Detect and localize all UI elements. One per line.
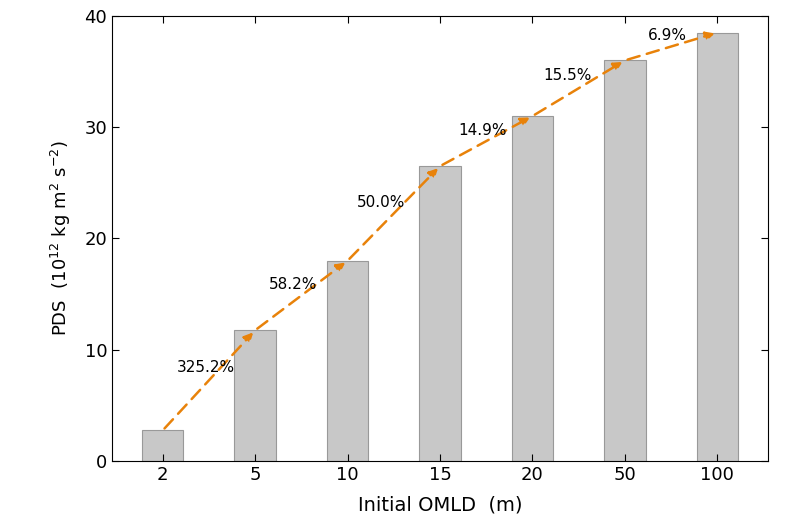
Bar: [604, 60, 646, 461]
Bar: [512, 116, 554, 461]
Bar: [697, 32, 738, 461]
Bar: [142, 430, 183, 461]
Bar: [419, 166, 461, 461]
Bar: [326, 261, 368, 461]
Text: 58.2%: 58.2%: [269, 277, 318, 292]
Text: 14.9%: 14.9%: [458, 123, 507, 138]
Text: 6.9%: 6.9%: [648, 28, 687, 43]
X-axis label: Initial OMLD  (m): Initial OMLD (m): [358, 495, 522, 514]
Text: 325.2%: 325.2%: [177, 360, 234, 375]
Bar: [234, 330, 276, 461]
Text: 15.5%: 15.5%: [543, 68, 592, 83]
Text: 50.0%: 50.0%: [357, 195, 405, 210]
Y-axis label: PDS  (10$^{12}$ kg m$^{2}$ s$^{-2}$): PDS (10$^{12}$ kg m$^{2}$ s$^{-2}$): [49, 141, 74, 336]
